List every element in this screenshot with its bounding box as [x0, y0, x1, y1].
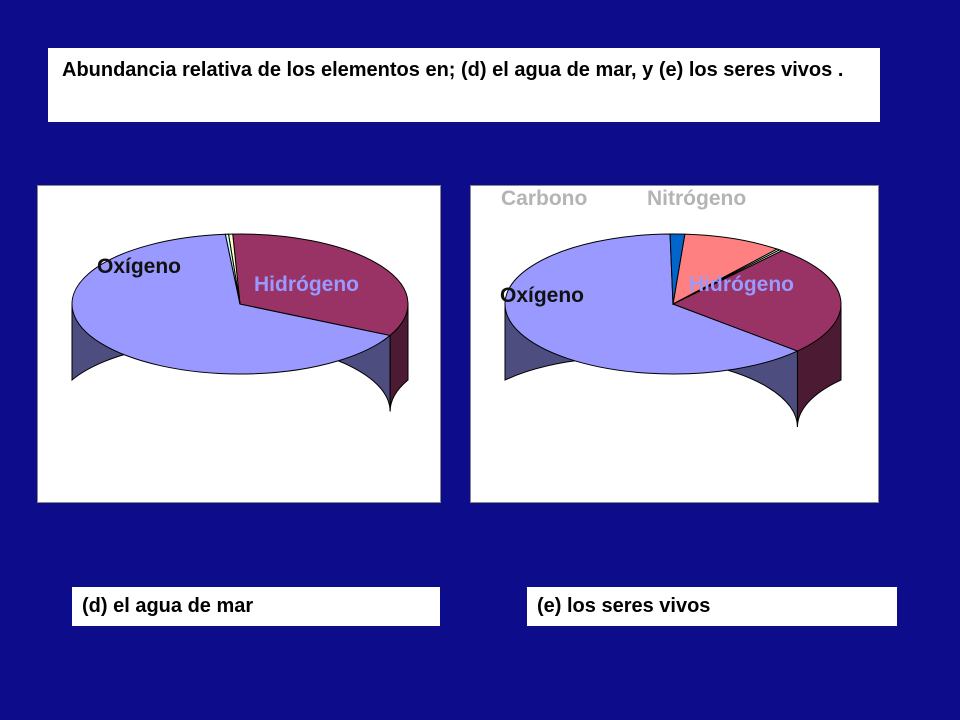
pie-slice-1-5 — [669, 233, 686, 305]
pie-slice-1-1 — [671, 250, 842, 352]
page-title: Abundancia relativa de los elementos en;… — [48, 48, 880, 122]
slice-label-nitrogeno-e: Nitrógeno — [647, 187, 747, 210]
pie-slice-0-3 — [224, 233, 241, 305]
slice-label-oxigeno-e: Oxígeno — [500, 284, 585, 307]
pie-slice-0-0 — [71, 233, 392, 375]
pie-chart-1 — [504, 233, 842, 428]
pie-slice-0-1 — [232, 233, 409, 336]
caption-e: (e) los seres vivos — [527, 587, 897, 626]
slice-label-oxigeno-d: Oxígeno — [97, 255, 182, 278]
slice-label-hidrogeno-e: Hidrógeno — [689, 273, 794, 296]
caption-d: (d) el agua de mar — [72, 587, 440, 626]
pie-slice-1-0 — [504, 233, 799, 375]
slice-label-hidrogeno-d: Hidrógeno — [254, 273, 359, 296]
slice-label-carbono-e: Carbono — [501, 187, 588, 210]
pie-slice-1-4 — [672, 233, 779, 305]
pie-chart-0 — [71, 233, 409, 412]
